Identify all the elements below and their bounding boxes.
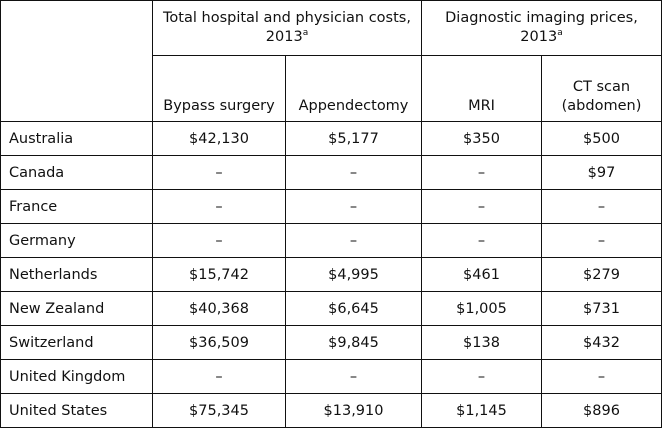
value-cell: –: [421, 189, 542, 224]
country-name: France: [0, 189, 153, 224]
column-header-bypass: Bypass surgery: [152, 55, 286, 122]
table-row: France – – – –: [0, 189, 662, 224]
footnote-marker: a: [557, 28, 563, 39]
value-cell: $5,177: [285, 121, 422, 156]
group-header-costs-label: Total hospital and physician costs, 2013: [163, 10, 411, 45]
table-row: United Kingdom – – – –: [0, 359, 662, 394]
value-cell: $350: [421, 121, 542, 156]
value-cell: $1,005: [421, 291, 542, 326]
country-name: Netherlands: [0, 257, 153, 292]
value-cell: –: [285, 359, 422, 394]
value-cell: –: [152, 223, 286, 258]
country-name: United Kingdom: [0, 359, 153, 394]
country-name: Switzerland: [0, 325, 153, 360]
value-cell: –: [421, 359, 542, 394]
country-name: New Zealand: [0, 291, 153, 326]
corner-cell: [0, 0, 153, 122]
value-cell: –: [421, 223, 542, 258]
value-cell: –: [152, 155, 286, 190]
value-cell: $500: [541, 121, 662, 156]
value-cell: $36,509: [152, 325, 286, 360]
table-row: Netherlands $15,742 $4,995 $461 $279: [0, 257, 662, 292]
table-row: Canada – – – $97: [0, 155, 662, 190]
value-cell: $279: [541, 257, 662, 292]
value-cell: $15,742: [152, 257, 286, 292]
value-cell: –: [152, 189, 286, 224]
group-header-row: Total hospital and physician costs, 2013…: [0, 0, 662, 122]
table-row: United States $75,345 $13,910 $1,145 $896: [0, 393, 662, 428]
column-header-mri: MRI: [421, 55, 542, 122]
value-cell: $42,130: [152, 121, 286, 156]
value-cell: $461: [421, 257, 542, 292]
value-cell: $138: [421, 325, 542, 360]
value-cell: –: [541, 189, 662, 224]
value-cell: $6,645: [285, 291, 422, 326]
value-cell: $75,345: [152, 393, 286, 428]
value-cell: $896: [541, 393, 662, 428]
table-row: Germany – – – –: [0, 223, 662, 258]
value-cell: –: [541, 359, 662, 394]
value-cell: $40,368: [152, 291, 286, 326]
table-row: Switzerland $36,509 $9,845 $138 $432: [0, 325, 662, 360]
column-header-ct-scan: CT scan (abdomen): [541, 55, 662, 122]
value-cell: $4,995: [285, 257, 422, 292]
group-header-imaging: Diagnostic imaging prices, 2013a: [421, 0, 662, 56]
value-cell: –: [152, 359, 286, 394]
column-header-row: Bypass surgery Appendectomy MRI CT scan …: [1, 55, 662, 122]
country-name: Australia: [0, 121, 153, 156]
value-cell: –: [421, 155, 542, 190]
value-cell: –: [285, 223, 422, 258]
value-cell: $731: [541, 291, 662, 326]
group-header-costs: Total hospital and physician costs, 2013…: [152, 0, 422, 56]
footnote-marker: a: [302, 28, 309, 39]
table-row: Australia $42,130 $5,177 $350 $500: [0, 121, 662, 156]
value-cell: $97: [541, 155, 662, 190]
country-name: Canada: [0, 155, 153, 190]
value-cell: $13,910: [285, 393, 422, 428]
value-cell: –: [285, 155, 422, 190]
value-cell: –: [285, 189, 422, 224]
value-cell: –: [541, 223, 662, 258]
table-body: Australia $42,130 $5,177 $350 $500 Canada – – – $…: [0, 121, 662, 428]
table-row: New Zealand $40,368 $6,645 $1,005 $731: [0, 291, 662, 326]
country-name: United States: [0, 393, 153, 428]
country-name: Germany: [0, 223, 153, 258]
value-cell: $9,845: [285, 325, 422, 360]
group-header-imaging-label: Diagnostic imaging prices, 2013: [445, 10, 638, 45]
column-header-appendectomy: Appendectomy: [285, 55, 422, 122]
value-cell: $432: [541, 325, 662, 360]
value-cell: $1,145: [421, 393, 542, 428]
